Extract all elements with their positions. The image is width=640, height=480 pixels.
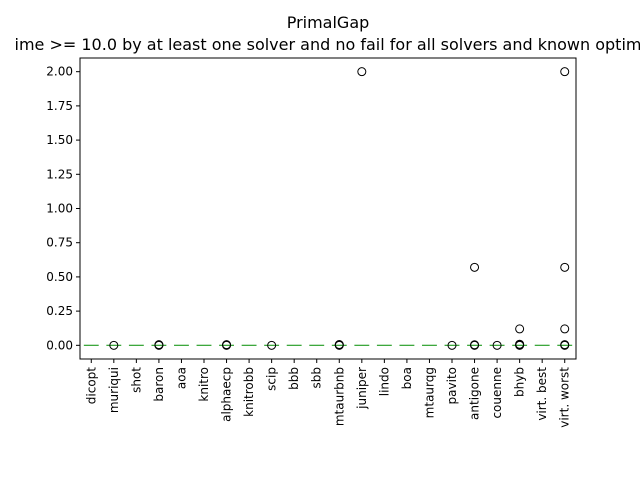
x-tick-label: aoa	[174, 367, 188, 389]
y-tick-label: 1.50	[46, 133, 73, 147]
x-tick-label: antigone	[468, 367, 482, 420]
x-tick-label: virt. best	[535, 367, 549, 421]
outlier-point	[357, 67, 367, 77]
x-tick-label: dicopt	[84, 367, 98, 405]
y-tick-label: 2.00	[46, 65, 73, 79]
x-tick-label: scip	[265, 367, 279, 391]
x-tick-label: knitro	[197, 367, 211, 402]
x-tick-label: couenne	[490, 367, 504, 419]
x-tick-label: virt. worst	[558, 367, 572, 428]
outlier-point	[560, 340, 570, 350]
y-tick-label: 1.75	[46, 99, 73, 113]
x-tick-label: knitrobb	[242, 367, 256, 417]
chart-subtitle: ime >= 10.0 by at least one solver and n…	[15, 35, 640, 54]
y-tick-label: 0.75	[46, 236, 73, 250]
outlier-point	[109, 340, 119, 350]
outlier-point	[470, 262, 480, 272]
y-tick-label: 0.50	[46, 270, 73, 284]
outlier-point	[515, 339, 525, 349]
y-tick-label: 0.25	[46, 304, 73, 318]
y-tick-label: 0.00	[46, 338, 73, 352]
outlier-point	[154, 340, 164, 350]
outlier-point	[560, 67, 570, 77]
x-tick-label: muriqui	[107, 367, 121, 413]
outlier-point	[447, 340, 457, 350]
x-tick-label: pavito	[445, 367, 459, 404]
x-tick-label: sbb	[310, 367, 324, 389]
x-tick-label: baron	[152, 367, 166, 402]
x-tick-label: mtaurqg	[422, 367, 436, 418]
chart-title: PrimalGap	[287, 13, 370, 32]
outlier-point	[560, 324, 570, 334]
x-tick-label: lindo	[377, 367, 391, 396]
x-tick-label: bbb	[287, 367, 301, 390]
x-tick-label: bhyb	[513, 367, 527, 397]
x-tick-label: boa	[400, 367, 414, 389]
outlier-point	[222, 340, 232, 350]
x-tick-label: shot	[129, 367, 143, 393]
plot-frame	[79, 57, 577, 360]
x-tick-label: alphaecp	[220, 367, 234, 422]
y-tick-label: 1.00	[46, 202, 73, 216]
plot-area: 0.00 0.25 0.50 0.75 1.00 1.25 1.50 1.75 2.00 dico…	[46, 57, 577, 428]
outlier-point	[492, 340, 502, 350]
y-tick-label: 1.25	[46, 167, 73, 181]
outlier-point	[470, 340, 480, 350]
outlier-point	[515, 324, 525, 334]
x-tick-label: mtaurbnb	[332, 367, 346, 426]
outlier-point	[560, 262, 570, 272]
outlier-point	[267, 340, 277, 350]
outlier-point	[334, 339, 344, 349]
x-tick-label: juniper	[355, 367, 369, 410]
